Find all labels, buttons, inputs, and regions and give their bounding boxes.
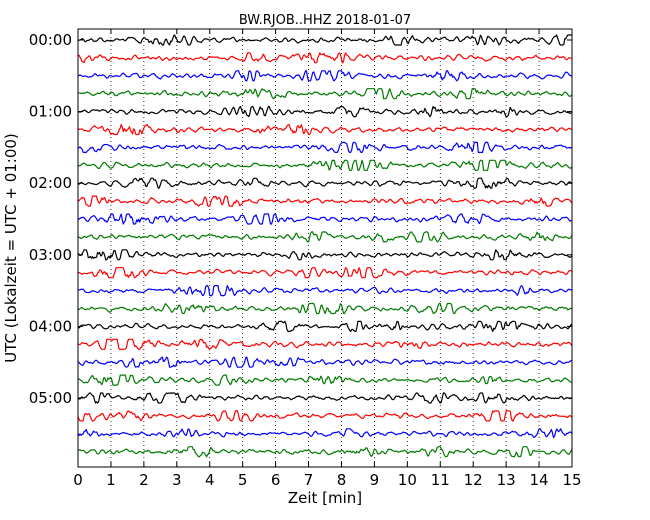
x-tick-label: 6 xyxy=(271,471,281,489)
y-tick-label: 05:00 xyxy=(29,389,72,407)
x-axis-ticks: 0 1 2 3 4 5 6 7 8 9 10 11 12 13 14 15 xyxy=(73,29,582,489)
x-tick-label: 15 xyxy=(562,471,581,489)
trace-0530 xyxy=(77,428,573,439)
x-tick-label: 2 xyxy=(139,471,149,489)
trace-0330 xyxy=(77,285,573,297)
trace-0015 xyxy=(77,52,573,64)
x-tick-label: 14 xyxy=(530,471,549,489)
trace-0200 xyxy=(77,177,573,189)
trace-0115 xyxy=(77,123,573,136)
x-tick-label: 3 xyxy=(172,471,182,489)
x-tick-label: 13 xyxy=(497,471,516,489)
trace-0145 xyxy=(77,159,573,171)
trace-0215 xyxy=(77,195,573,207)
trace-0230 xyxy=(77,213,573,225)
seismogram-traces xyxy=(77,34,573,458)
y-axis-ticks: 00:00 01:00 02:00 03:00 04:00 05:00 xyxy=(29,31,572,407)
trace-0400 xyxy=(77,320,573,332)
trace-0345 xyxy=(77,302,573,315)
x-axis-label: Zeit [min] xyxy=(288,489,362,507)
trace-0315 xyxy=(77,267,573,279)
trace-0500 xyxy=(77,392,573,404)
trace-0545 xyxy=(77,446,573,458)
x-tick-label: 0 xyxy=(73,471,83,489)
trace-0245 xyxy=(77,231,573,243)
chart-title: BW.RJOB..HHZ 2018-01-07 xyxy=(239,13,411,28)
y-tick-label: 02:00 xyxy=(29,174,72,192)
x-tick-label: 9 xyxy=(370,471,380,489)
trace-0030 xyxy=(77,70,573,82)
x-tick-label: 5 xyxy=(238,471,248,489)
y-tick-label: 03:00 xyxy=(29,246,72,264)
plot-frame xyxy=(77,28,573,468)
y-axis-label: UTC (Lokalzeit = UTC + 01:00) xyxy=(2,133,20,363)
trace-0130 xyxy=(77,141,573,153)
x-tick-label: 8 xyxy=(337,471,347,489)
x-tick-label: 4 xyxy=(205,471,215,489)
x-tick-label: 10 xyxy=(398,471,417,489)
trace-0000 xyxy=(77,34,572,46)
trace-0445 xyxy=(77,374,573,386)
y-tick-label: 01:00 xyxy=(29,103,72,121)
trace-0045 xyxy=(77,88,573,100)
y-tick-label: 04:00 xyxy=(29,317,72,335)
trace-0100 xyxy=(77,105,573,118)
x-tick-label: 7 xyxy=(304,471,314,489)
trace-0515 xyxy=(77,410,573,422)
x-tick-label: 12 xyxy=(464,471,483,489)
x-tick-label: 11 xyxy=(431,471,450,489)
trace-0415 xyxy=(77,338,573,350)
trace-0300 xyxy=(77,249,573,261)
y-tick-label: 00:00 xyxy=(29,31,72,49)
trace-0430 xyxy=(77,356,573,368)
x-tick-label: 1 xyxy=(106,471,116,489)
